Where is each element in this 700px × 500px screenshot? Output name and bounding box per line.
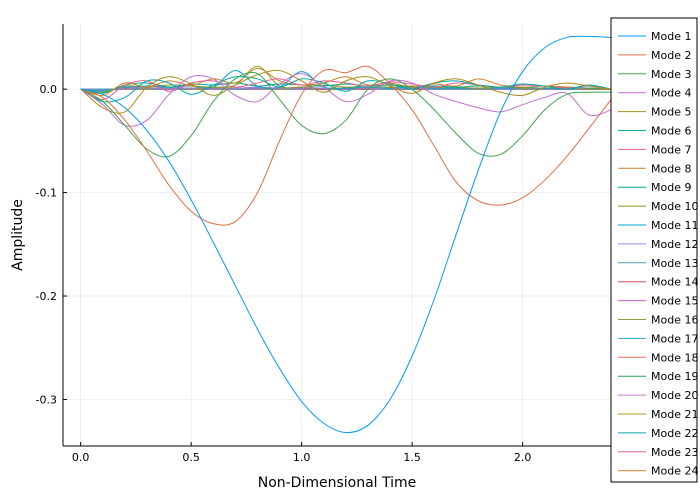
y-tick-label: -0.2 [36, 290, 57, 303]
legend-label-mode-19: Mode 19 [651, 370, 698, 383]
legend-label-mode-2: Mode 2 [651, 49, 691, 62]
legend-label-mode-7: Mode 7 [651, 143, 691, 156]
legend-box [610, 17, 698, 483]
series-line-mode-7 [80, 78, 611, 101]
legend: Mode 1 Mode 2 Mode 3 Mode 4 Mode 5 Mode 6 Mode… [610, 17, 698, 483]
x-tick-label: 1.5 [403, 451, 421, 464]
legend-label-mode-18: Mode 18 [651, 351, 698, 364]
legend-label-mode-8: Mode 8 [651, 162, 691, 175]
y-tick-label: -0.1 [36, 187, 57, 200]
legend-label-mode-14: Mode 14 [651, 276, 698, 289]
legend-label-mode-21: Mode 21 [651, 408, 698, 421]
series-group [80, 35, 611, 434]
x-tick-label: 2.0 [514, 451, 532, 464]
legend-label-mode-24: Mode 24 [651, 465, 698, 478]
series-line-mode-2 [80, 65, 611, 226]
legend-label-mode-6: Mode 6 [651, 125, 691, 138]
axes [62, 24, 611, 447]
y-tick-label: -0.3 [36, 393, 57, 406]
legend-label-mode-22: Mode 22 [651, 427, 698, 440]
x-axis-label: Non-Dimensional Time [258, 475, 417, 491]
y-tick-label: 0.0 [40, 83, 58, 96]
legend-label-mode-23: Mode 23 [651, 446, 698, 459]
x-tick-label: 0.0 [72, 451, 90, 464]
legend-label-mode-13: Mode 13 [651, 257, 698, 270]
legend-label-mode-3: Mode 3 [651, 68, 691, 81]
x-tick-label: 0.5 [182, 451, 200, 464]
series-line-mode-8 [80, 67, 611, 96]
legend-label-mode-11: Mode 11 [651, 219, 698, 232]
series-line-mode-1 [80, 35, 611, 434]
legend-label-mode-20: Mode 20 [651, 389, 698, 402]
legend-label-mode-16: Mode 16 [651, 314, 698, 327]
legend-label-mode-1: Mode 1 [651, 30, 691, 43]
legend-label-mode-5: Mode 5 [651, 106, 691, 119]
series-line-mode-5 [80, 69, 611, 114]
legend-label-mode-9: Mode 9 [651, 181, 691, 194]
series-line-mode-3 [80, 71, 611, 158]
legend-label-mode-17: Mode 17 [651, 332, 698, 345]
x-tick-label: 1.0 [293, 451, 311, 464]
legend-label-mode-10: Mode 10 [651, 200, 698, 213]
y-axis-label: Amplitude [10, 199, 26, 271]
legend-label-mode-12: Mode 12 [651, 238, 698, 251]
series-line-mode-10 [80, 65, 611, 93]
series-line-mode-4 [80, 73, 611, 127]
ticks: 0.0 0.5 1.0 1.5 2.0 0.0 -0.1 -0.2 -0.3 [36, 83, 532, 464]
legend-label-mode-15: Mode 15 [651, 295, 698, 308]
legend-label-mode-4: Mode 4 [651, 87, 691, 100]
series-line-mode-6 [80, 75, 611, 103]
